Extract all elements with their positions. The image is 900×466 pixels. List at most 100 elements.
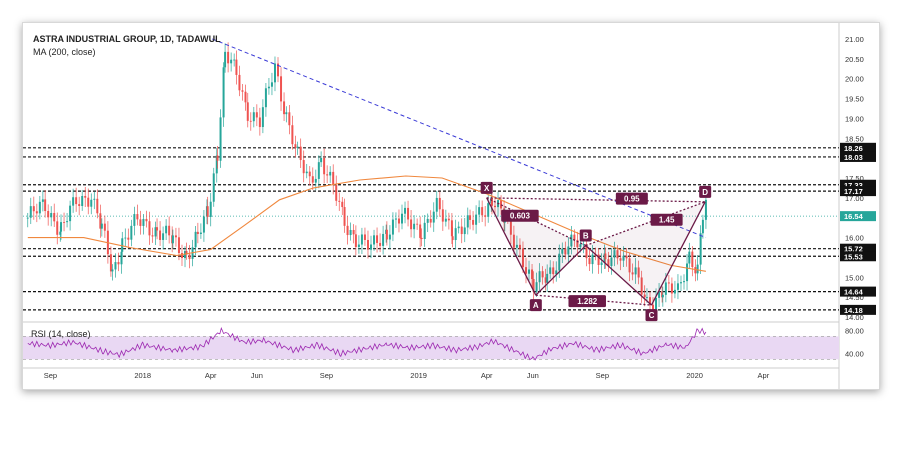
- candle-body: [60, 222, 63, 232]
- y-tick-label: 17.50: [845, 174, 864, 183]
- candle-body: [38, 201, 41, 214]
- pattern-point-label: A: [533, 301, 539, 310]
- candle-body: [435, 197, 438, 212]
- candle-body: [273, 63, 276, 83]
- candle-body: [177, 237, 180, 254]
- chart-canvas[interactable]: 14.0014.5015.0015.5016.0016.5017.0017.50…: [23, 23, 879, 389]
- candle-body: [509, 217, 512, 235]
- candle-body: [93, 198, 96, 200]
- candle-body: [388, 234, 391, 240]
- pattern-fill-bcd: [585, 201, 706, 306]
- candle-body: [658, 291, 661, 298]
- candle-body: [607, 259, 610, 266]
- candle-body: [145, 218, 148, 222]
- rsi-tick-label: 80.00: [845, 327, 864, 336]
- candle-body: [628, 258, 631, 273]
- price-level-label: 15.72: [844, 245, 863, 254]
- x-tick-label: Apr: [758, 371, 770, 380]
- candle-body: [349, 229, 352, 236]
- candle-body: [59, 231, 62, 235]
- candle-body: [370, 244, 373, 250]
- x-tick-label: Sep: [44, 371, 57, 380]
- price-level-label: 14.64: [844, 288, 864, 297]
- candle-body: [535, 282, 538, 292]
- candle-body: [413, 223, 416, 230]
- candle-body: [585, 243, 588, 259]
- y-tick-label: 19.00: [845, 114, 864, 123]
- candle-body: [258, 117, 261, 128]
- pattern-point-box: [699, 185, 712, 198]
- price-level-label: 14.18: [844, 306, 863, 315]
- candle-body: [673, 289, 676, 294]
- candle-body: [487, 203, 490, 217]
- candle-body: [637, 267, 640, 278]
- candle-body: [634, 267, 637, 275]
- candle-body: [212, 173, 215, 202]
- x-tick-label: 2018: [134, 371, 151, 380]
- candle-body: [561, 248, 564, 254]
- y-tick-label: 18.50: [845, 134, 864, 143]
- candle-body: [168, 225, 171, 236]
- candle-body: [622, 255, 625, 261]
- candle-body: [63, 222, 66, 223]
- candle-body: [111, 269, 114, 272]
- candle-body: [341, 201, 344, 208]
- candle-body: [270, 82, 273, 87]
- candle-body: [159, 230, 162, 240]
- candle-body: [26, 217, 29, 219]
- pattern-ratio-box: [650, 213, 683, 226]
- rsi-label: RSI (14, close): [31, 329, 91, 339]
- candle-body: [444, 218, 447, 222]
- pattern-ratio-label: 0.95: [624, 195, 640, 204]
- candle-body: [532, 279, 535, 292]
- candle-body: [404, 207, 407, 214]
- candle-body: [120, 251, 123, 265]
- y-tick-label: 20.00: [845, 75, 864, 84]
- candle-body: [109, 254, 112, 272]
- candle-body: [610, 257, 613, 266]
- candle-body: [438, 197, 441, 210]
- candle-body: [521, 248, 524, 268]
- candle-body: [69, 205, 72, 222]
- candle-body: [454, 228, 457, 241]
- candle-body: [267, 86, 270, 89]
- candle-body: [570, 234, 573, 247]
- candle-body: [29, 206, 32, 218]
- candle-body: [343, 207, 346, 226]
- candle-body: [555, 270, 558, 275]
- candle-body: [426, 218, 429, 223]
- trendline: [212, 38, 707, 239]
- y-tick-label: 19.50: [845, 95, 864, 104]
- candle-body: [294, 144, 297, 148]
- candle-body: [576, 239, 579, 248]
- last-price-tag: [840, 211, 876, 222]
- candle-body: [326, 174, 329, 176]
- candle-body: [573, 234, 576, 240]
- x-tick-label: 2019: [410, 371, 427, 380]
- candle-body: [283, 101, 286, 115]
- pattern-leg-bc: [585, 245, 652, 306]
- candle-body: [96, 198, 99, 214]
- candle-body: [302, 160, 305, 174]
- candle-body: [121, 238, 124, 252]
- candle-body: [165, 225, 168, 234]
- candle-body: [670, 283, 673, 294]
- pattern-ratio-xd: [486, 197, 706, 203]
- candle-body: [288, 112, 291, 126]
- candle-body: [194, 231, 197, 248]
- candle-body: [481, 207, 484, 216]
- candle-body: [235, 59, 238, 75]
- x-tick-label: 2020: [686, 371, 703, 380]
- y-tick-label: 20.50: [845, 55, 864, 64]
- candle-body: [148, 221, 151, 236]
- candle-body: [185, 251, 188, 255]
- rsi-tick-label: 40.00: [845, 350, 864, 359]
- candle-body: [588, 258, 591, 265]
- pattern-ratio-label: 1.45: [659, 216, 675, 225]
- candle-body: [171, 235, 174, 244]
- moving-average-line: [27, 175, 706, 272]
- candle-body: [264, 88, 267, 108]
- candle-body: [75, 197, 78, 205]
- candle-body: [397, 218, 400, 224]
- pattern-point-label: B: [583, 232, 589, 241]
